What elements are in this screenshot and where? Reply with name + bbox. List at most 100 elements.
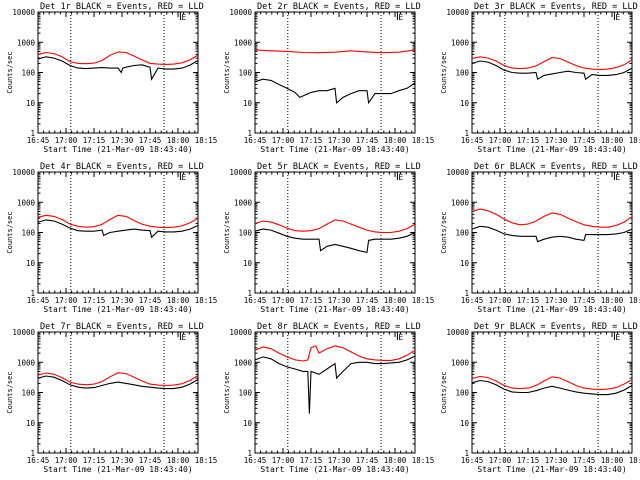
x-tick-label: 16:45 [461, 136, 484, 145]
x-axis-label: Start Time (21-Mar-09 18:43:40) [260, 145, 409, 154]
panel-det-1r: Det 1r BLACK = Events, RED = LLD 1 10 100 10… [6, 2, 217, 154]
x-tick-label: 17:15 [83, 296, 106, 305]
y-tick-label: 10 [460, 259, 470, 268]
x-tick-label: 17:00 [489, 136, 512, 145]
series-events-line [471, 379, 633, 396]
series-lld-line [37, 372, 199, 387]
plot-frame [37, 171, 199, 294]
x-tick-label: 17:00 [55, 136, 78, 145]
y-tick-label: 1000 [17, 358, 36, 367]
x-tick-label: 17:45 [356, 136, 379, 145]
x-tick-label: 16:45 [244, 136, 267, 145]
y-tick-label: 10000 [446, 328, 469, 337]
x-tick-label: 17:30 [545, 456, 568, 465]
x-tick-label: 18:00 [384, 296, 407, 305]
x-tick-label: 17:00 [55, 296, 78, 305]
x-tick-label: 17:30 [111, 456, 134, 465]
y-tick-label: 100 [21, 69, 35, 78]
event-marker-label: E [181, 173, 186, 182]
plot-frame [254, 11, 416, 134]
event-marker-label: E [398, 173, 403, 182]
x-tick-label: 17:15 [517, 456, 540, 465]
x-axis-label: Start Time (21-Mar-09 18:43:40) [477, 465, 626, 474]
plot-frame [471, 11, 633, 134]
y-tick-label: 1 [464, 449, 469, 458]
y-tick-label: 1 [247, 129, 252, 138]
series-events-line [254, 78, 416, 105]
x-tick-label: 17:30 [545, 136, 568, 145]
panel-det-7r: Det 7r BLACK = Events, RED = LLD 1 10 100 10… [6, 322, 217, 474]
x-tick-label: 17:00 [272, 136, 295, 145]
series-events-line [471, 60, 633, 81]
y-tick-label: 1000 [451, 358, 470, 367]
x-axis-label: Start Time (21-Mar-09 18:43:40) [260, 465, 409, 474]
panel-title: Det 9r BLACK = Events, RED = LLD [474, 322, 638, 332]
series-events-line [37, 219, 199, 239]
series-events-line [254, 228, 416, 254]
x-tick-label: 18:00 [601, 136, 624, 145]
y-tick-label: 1000 [17, 38, 36, 47]
x-tick-label: 18:15 [195, 456, 218, 465]
plot-frame [37, 331, 199, 454]
x-tick-label: 18:00 [384, 456, 407, 465]
y-tick-label: 100 [21, 229, 35, 238]
x-tick-label: 17:30 [545, 296, 568, 305]
event-marker-label: E [615, 333, 620, 342]
y-tick-label: 10000 [446, 168, 469, 177]
panel-det-8r: Det 8r BLACK = Events, RED = LLD 1 10 100 10… [223, 322, 434, 474]
series-events-line [37, 56, 199, 81]
y-tick-label: 100 [455, 69, 469, 78]
y-tick-label: 1 [30, 289, 35, 298]
x-tick-label: 18:15 [195, 136, 218, 145]
x-tick-label: 18:15 [195, 296, 218, 305]
panel-title: Det 2r BLACK = Events, RED = LLD [257, 2, 421, 12]
x-tick-label: 18:15 [412, 296, 435, 305]
x-tick-label: 18:00 [601, 296, 624, 305]
panel-det-3r: Det 3r BLACK = Events, RED = LLD 1 10 100 10… [440, 2, 640, 154]
y-tick-label: 1000 [17, 198, 36, 207]
plot-frame [471, 331, 633, 454]
x-tick-label: 17:15 [517, 296, 540, 305]
x-tick-label: 16:45 [27, 136, 50, 145]
x-axis-label: Start Time (21-Mar-09 18:43:40) [477, 305, 626, 314]
x-tick-label: 17:45 [573, 456, 596, 465]
x-tick-label: 18:15 [629, 136, 640, 145]
panel-title: Det 3r BLACK = Events, RED = LLD [474, 2, 638, 12]
plot-frame [37, 11, 199, 134]
y-tick-label: 1 [247, 289, 252, 298]
y-tick-label: 10 [243, 259, 253, 268]
y-tick-label: 100 [238, 69, 252, 78]
y-tick-label: 1000 [451, 198, 470, 207]
x-tick-label: 18:00 [167, 456, 190, 465]
panel-det-5r: Det 5r BLACK = Events, RED = LLD 1 10 100 10… [223, 162, 434, 314]
x-tick-label: 17:30 [328, 136, 351, 145]
y-axis-label: Counts/sec [223, 371, 231, 413]
x-axis-label: Start Time (21-Mar-09 18:43:40) [43, 465, 192, 474]
x-axis-label: Start Time (21-Mar-09 18:43:40) [43, 145, 192, 154]
event-marker-label: E [398, 13, 403, 22]
y-tick-label: 1000 [451, 38, 470, 47]
x-tick-label: 17:15 [300, 456, 323, 465]
y-tick-label: 1000 [234, 358, 253, 367]
panel-det-2r: Det 2r BLACK = Events, RED = LLD 1 10 100 10… [223, 2, 434, 154]
y-tick-label: 10 [460, 419, 470, 428]
x-tick-label: 18:00 [384, 136, 407, 145]
x-axis-label: Start Time (21-Mar-09 18:43:40) [260, 305, 409, 314]
y-tick-label: 10000 [12, 168, 35, 177]
x-tick-label: 16:45 [27, 296, 50, 305]
y-tick-label: 1 [30, 129, 35, 138]
series-events-line [471, 225, 633, 243]
y-tick-label: 1 [464, 129, 469, 138]
y-tick-label: 10000 [12, 8, 35, 17]
y-tick-label: 10 [460, 99, 470, 108]
x-tick-label: 17:00 [272, 456, 295, 465]
x-tick-label: 17:30 [111, 296, 134, 305]
event-marker-label: E [181, 13, 186, 22]
panel-title: Det 8r BLACK = Events, RED = LLD [257, 322, 421, 332]
series-lld-line [254, 219, 416, 234]
y-tick-label: 10 [26, 419, 36, 428]
y-tick-label: 10 [243, 419, 253, 428]
y-tick-label: 100 [238, 389, 252, 398]
series-lld-line [254, 49, 416, 54]
